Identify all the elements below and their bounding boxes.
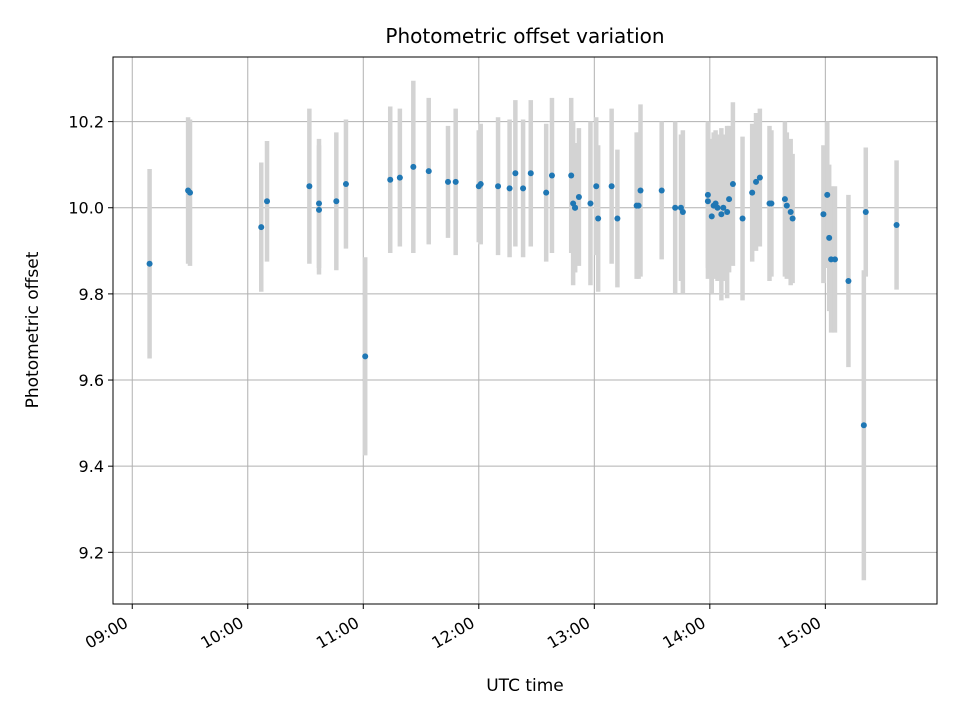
y-axis-title: Photometric offset [23,251,43,408]
data-point [704,191,711,198]
data-point [333,198,340,205]
data-point [720,204,727,211]
data-point [862,209,869,216]
data-point [593,183,600,190]
data-point [614,215,621,222]
data-point [704,198,711,205]
marker-layer [146,163,900,429]
data-point [726,196,733,203]
data-point [637,187,644,194]
data-point [658,187,665,194]
data-point [187,189,194,196]
data-point [527,170,534,177]
data-point [831,256,838,263]
y-axis-ticks: 9.2 9.4 9.6 9.8 10.0 10.2 [68,113,113,562]
data-point [789,215,796,222]
data-point [756,174,763,181]
y-tick-label: 10.0 [68,199,104,218]
data-point [781,196,788,203]
data-point [387,176,394,183]
data-point [258,224,265,231]
data-point [635,202,642,209]
data-point [362,353,369,360]
data-point [820,211,827,218]
data-point [587,200,594,207]
plot-frame [112,56,938,605]
data-point [787,209,794,216]
data-point [512,170,519,177]
data-point [520,185,527,192]
data-point [506,185,513,192]
data-point [306,183,313,190]
data-point [826,234,833,241]
y-tick-label: 9.4 [79,457,104,476]
data-point [548,172,555,179]
data-point [595,215,602,222]
y-tick-label: 9.2 [79,543,104,562]
data-point [495,183,502,190]
data-point [543,189,550,196]
data-point [444,178,451,185]
data-point [425,168,432,175]
data-point [477,181,484,188]
data-point [783,202,790,209]
data-point [568,172,575,179]
data-point [714,204,721,211]
data-point [724,209,731,216]
chart-title: Photometric offset variation [385,24,664,48]
data-point [768,200,775,207]
data-point [342,181,349,188]
data-point [146,260,153,267]
data-point [396,174,403,181]
data-point [845,277,852,284]
data-point [708,213,715,220]
data-point [264,198,271,205]
y-tick-label: 9.8 [79,285,104,304]
data-point [608,183,615,190]
data-point [316,206,322,213]
data-point [753,178,760,185]
data-point [893,221,900,228]
data-point [824,191,831,198]
data-point [749,189,756,196]
data-point [860,422,867,429]
data-point [316,200,322,207]
data-point [739,215,746,222]
data-point [410,163,417,170]
data-point [679,209,686,216]
data-point [575,193,582,200]
x-axis-title: UTC time [486,676,564,696]
data-point [718,211,725,218]
data-point [572,204,579,211]
y-tick-label: 9.6 [79,371,104,390]
y-tick-label: 10.2 [68,113,104,132]
data-point [452,178,459,185]
data-point [672,204,679,211]
data-point [729,181,736,188]
